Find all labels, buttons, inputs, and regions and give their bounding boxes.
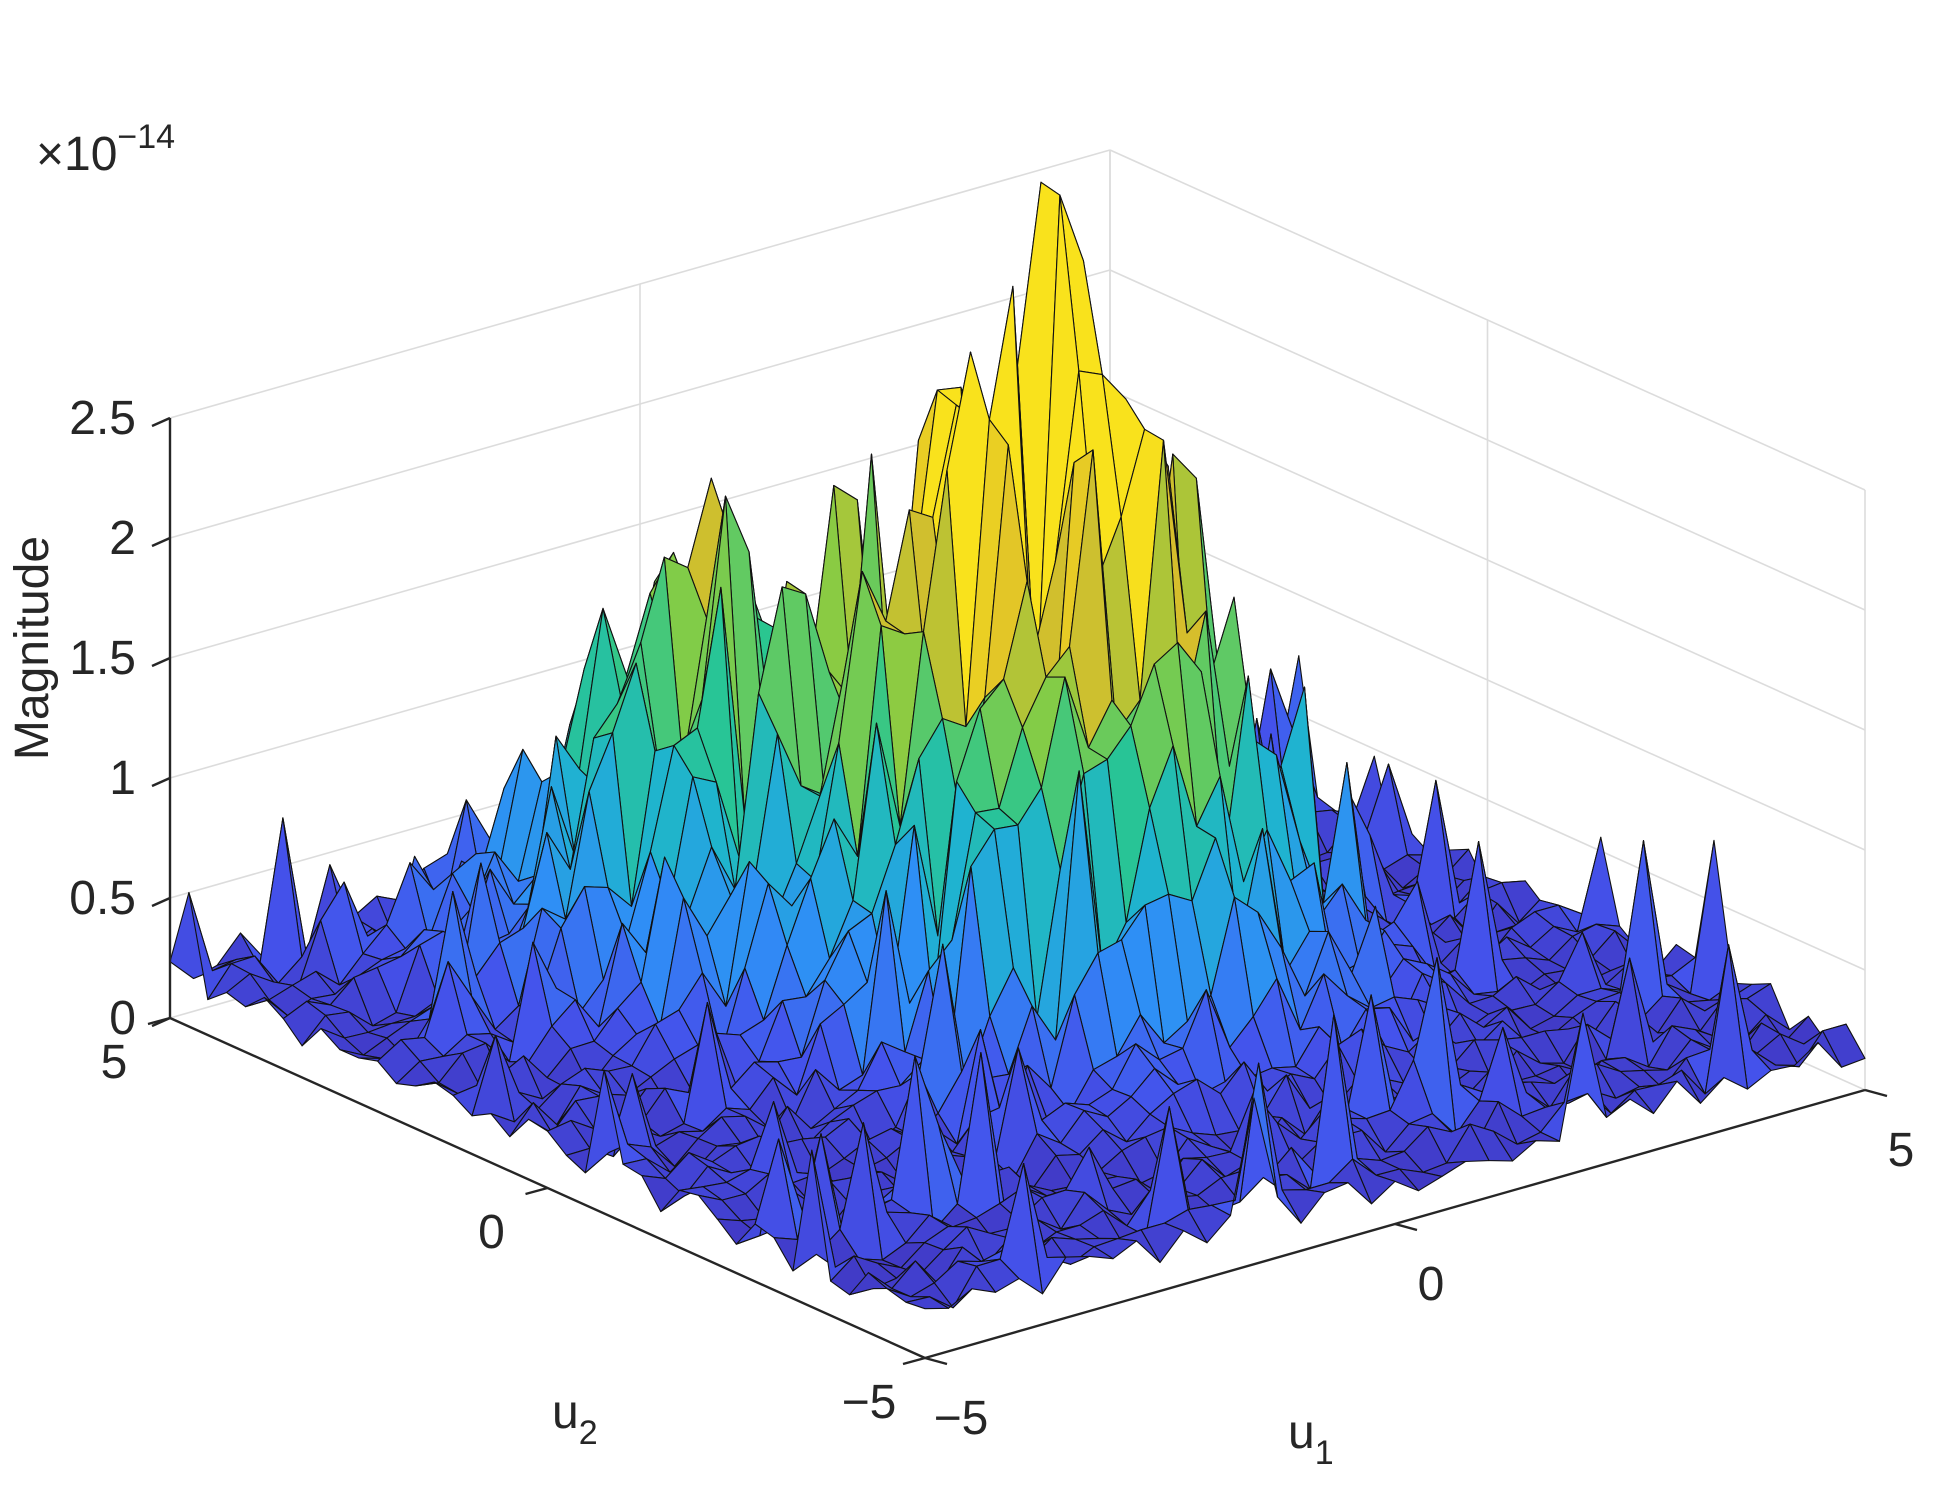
z-tick (151, 776, 171, 788)
surface-face (905, 1296, 950, 1310)
z-exponent-label: ×10−14 (36, 118, 175, 181)
z-tick-label: 1 (109, 752, 136, 805)
u1-tick (924, 1356, 948, 1366)
surface-mesh (169, 181, 1866, 1310)
u2-tick (147, 1016, 171, 1026)
z-tick (151, 416, 171, 428)
u1-axis-title: u1 (1288, 1406, 1334, 1472)
z-tick (151, 536, 171, 548)
svg-text:×10−14: ×10−14 (36, 118, 175, 181)
z-tick-label: 0.5 (69, 872, 136, 925)
u1-tick-label: 5 (1888, 1124, 1915, 1177)
z-tick-label: 0 (109, 992, 136, 1045)
axes-lines (147, 416, 1888, 1366)
u1-tick-label: 0 (1418, 1258, 1445, 1311)
z-tick (151, 896, 171, 908)
u1-tick (1864, 1088, 1888, 1098)
u1-tick-label: −5 (934, 1392, 989, 1445)
svg-text:u1: u1 (1288, 1406, 1334, 1472)
z-tick (151, 656, 171, 668)
u2-tick-label: −5 (842, 1376, 897, 1429)
u2-axis-title: u2 (552, 1386, 598, 1452)
u2-tick (902, 1356, 926, 1366)
z-tick-label: 2 (109, 512, 136, 565)
u2-tick-label: 0 (478, 1206, 505, 1259)
z-tick-label: 2.5 (69, 392, 136, 445)
u2-tick-label: 5 (101, 1036, 128, 1089)
u1-tick (1394, 1222, 1418, 1232)
svg-text:u2: u2 (552, 1386, 598, 1452)
z-axis-title: Magnitude (6, 536, 59, 760)
z-tick-label: 1.5 (69, 632, 136, 685)
u2-tick (525, 1186, 548, 1196)
surface-face (1576, 836, 1621, 933)
